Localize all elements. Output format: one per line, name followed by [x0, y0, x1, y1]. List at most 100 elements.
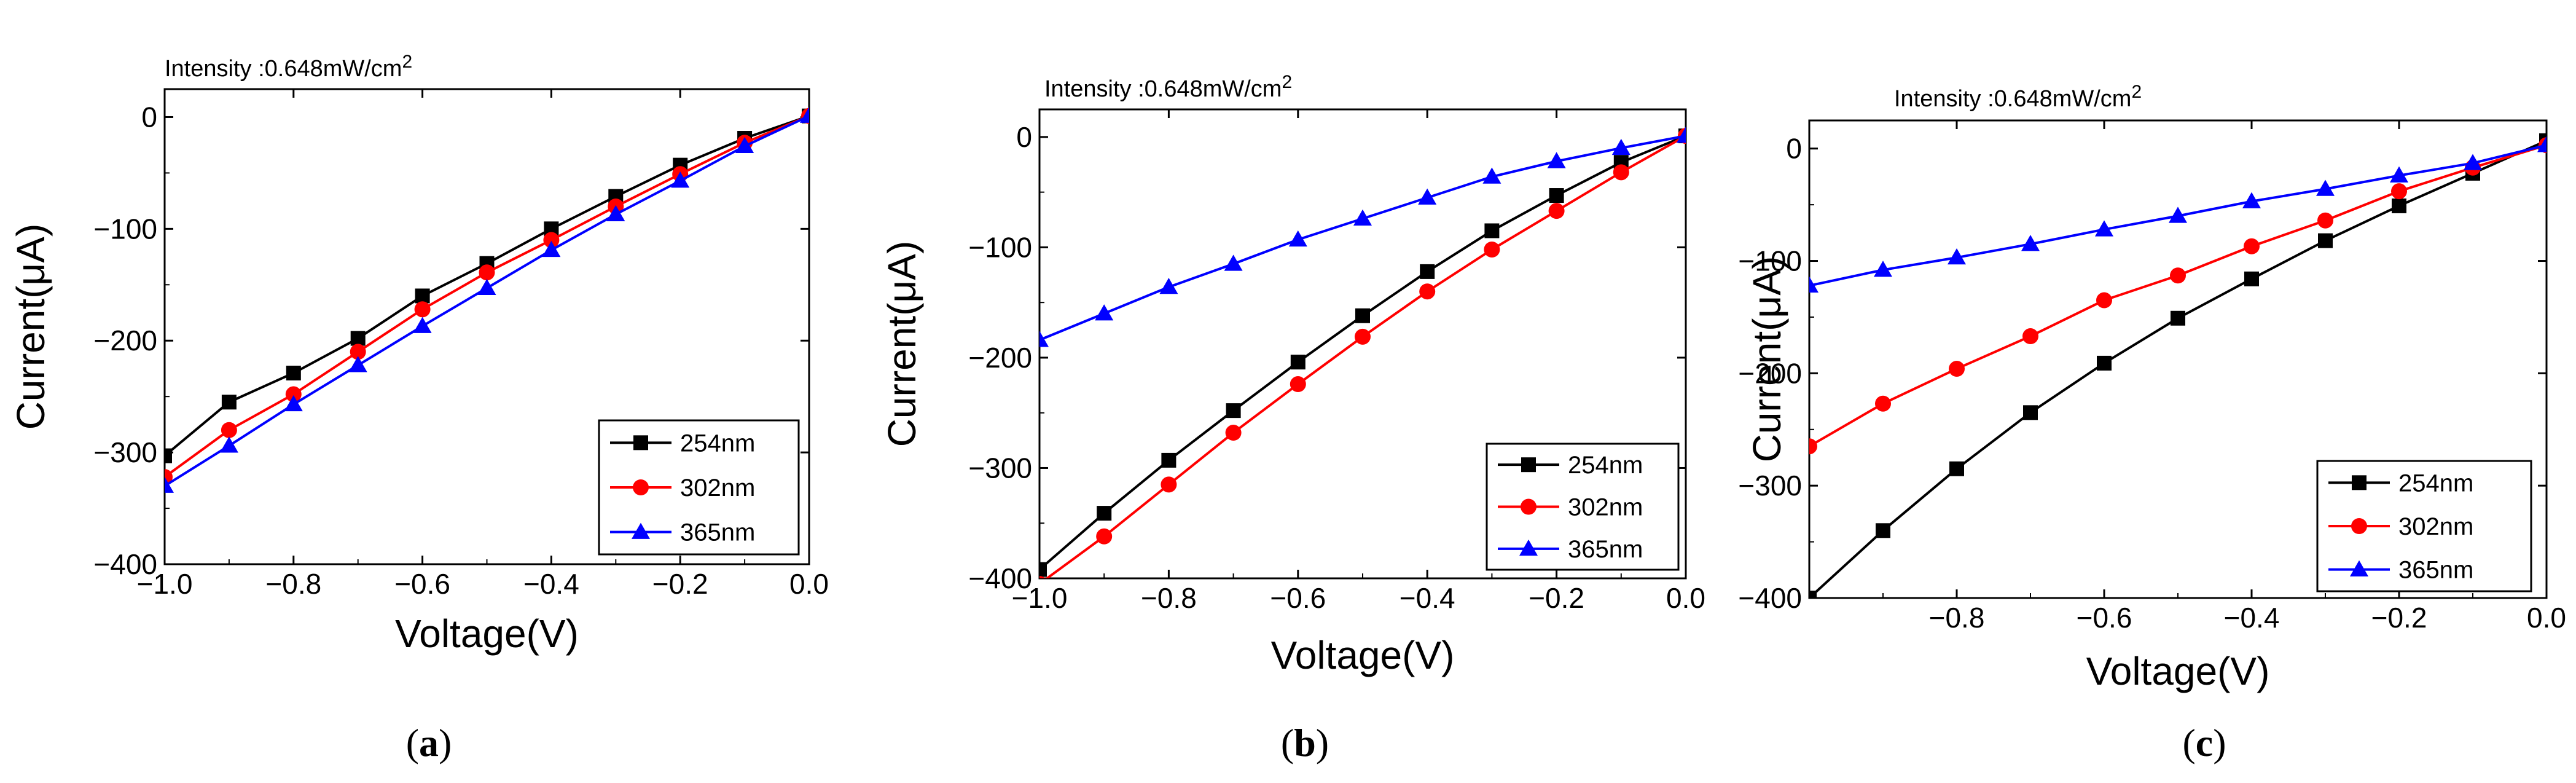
- data-point-365nm: [2537, 136, 2547, 152]
- data-point-302nm: [350, 344, 366, 360]
- data-point-302nm: [1355, 328, 1371, 345]
- y-axis-title: Current(μA): [9, 224, 53, 430]
- x-axis-title: Voltage(V): [1271, 633, 1455, 677]
- y-tick-label: −400: [93, 548, 157, 580]
- plot-area: [165, 106, 809, 493]
- x-tick-label: 0.0: [1666, 582, 1705, 614]
- chart-title-text: Intensity :0.648mW/cm: [1894, 86, 2131, 112]
- caption-letter: c: [2196, 721, 2213, 765]
- legend-marker-365nm: [632, 522, 650, 539]
- data-point-365nm: [477, 278, 496, 296]
- x-tick-label: −0.8: [1929, 602, 1985, 634]
- data-point-302nm: [1290, 376, 1306, 393]
- data-point-365nm: [606, 205, 625, 221]
- data-point-365nm: [1948, 248, 1966, 265]
- data-point-254nm: [415, 288, 430, 304]
- legend-marker-254nm: [1521, 457, 1536, 473]
- x-tick-label: −0.2: [652, 568, 708, 600]
- data-point-302nm: [1161, 476, 1177, 493]
- data-point-254nm: [1226, 403, 1241, 419]
- chart-panel-c: Intensity :0.648mW/cm2 −0.8 −0.6 −0.4 −0.2 0.…: [1738, 82, 2566, 765]
- data-point-302nm: [285, 386, 302, 403]
- data-point-254nm: [2171, 310, 2185, 326]
- data-point-365nm: [671, 171, 690, 188]
- data-point-365nm: [2021, 235, 2040, 251]
- data-point-302nm: [414, 301, 431, 318]
- data-point-365nm: [1482, 167, 1501, 184]
- legend-label-254nm: 254nm: [680, 430, 755, 457]
- chart-title: Intensity :0.648mW/cm2: [1044, 72, 1292, 102]
- y-tick-label: −300: [1738, 470, 1802, 502]
- x-tick-label: −0.8: [1141, 582, 1197, 614]
- chart-panel-b: Intensity :0.648mW/cm2 −1.0 −0.8 −0.6 −0.4 −0…: [880, 72, 1705, 765]
- chart-title: Intensity :0.648mW/cm2: [165, 52, 412, 82]
- data-point-254nm: [1039, 562, 1047, 577]
- data-point-302nm: [2170, 267, 2186, 284]
- y-tick-label: −300: [968, 452, 1032, 484]
- legend: 254nm 302nm 365nm: [2316, 460, 2532, 592]
- legend-marker-302nm: [1521, 498, 1537, 515]
- y-tick-label: 0: [1786, 133, 1802, 165]
- x-tick-label: −0.6: [394, 568, 450, 600]
- caption-letter: b: [1294, 721, 1316, 765]
- data-point-254nm: [1876, 523, 1890, 538]
- y-tick-label: −400: [1738, 582, 1802, 614]
- x-tick-label: −0.4: [2224, 602, 2280, 634]
- data-point-365nm: [1611, 138, 1631, 155]
- legend-marker-302nm: [633, 479, 649, 495]
- panel-caption: (c): [2182, 721, 2226, 765]
- data-point-365nm: [1353, 209, 1372, 226]
- legend-marker-254nm: [2352, 475, 2367, 490]
- data-point-365nm: [1095, 304, 1114, 321]
- data-point-365nm: [284, 395, 303, 412]
- data-point-302nm: [1039, 575, 1046, 578]
- legend-label-254nm: 254nm: [2398, 470, 2473, 497]
- y-tick-label: −200: [968, 342, 1032, 374]
- legend: 254nm 302nm 365nm: [1486, 443, 1680, 571]
- y-tick-label: −200: [1738, 357, 1802, 389]
- x-tick-label: −0.2: [2371, 602, 2427, 634]
- y-tick-label: −100: [93, 213, 157, 245]
- y-tick-label: 0: [1016, 121, 1032, 153]
- data-point-254nm: [2392, 198, 2406, 213]
- x-tick-label: −1.0: [137, 568, 193, 600]
- data-point-254nm: [1420, 264, 1435, 279]
- data-point-365nm: [1288, 230, 1307, 247]
- data-point-365nm: [2464, 154, 2482, 170]
- chart-title-superscript: 2: [402, 52, 412, 72]
- data-point-365nm: [542, 240, 561, 258]
- data-point-302nm: [2096, 292, 2112, 309]
- data-point-254nm: [1549, 188, 1564, 203]
- legend-marker-365nm: [1519, 539, 1538, 556]
- data-point-302nm: [2244, 238, 2260, 254]
- y-tick-label: −100: [968, 231, 1032, 263]
- data-point-302nm: [1096, 528, 1113, 545]
- legend-marker-254nm: [633, 435, 648, 451]
- y-tick-label: −400: [968, 562, 1032, 594]
- x-tick-label: −0.4: [1400, 582, 1455, 614]
- data-point-365nm: [1874, 261, 1892, 277]
- data-point-302nm: [2391, 183, 2407, 200]
- panel-caption: (a): [406, 721, 452, 765]
- legend-label-365nm: 365nm: [680, 519, 755, 546]
- x-tick-label: −0.6: [1270, 582, 1326, 614]
- x-axis-title: Voltage(V): [2086, 649, 2270, 693]
- y-tick-label: −200: [93, 325, 157, 356]
- chart-panel-a: Intensity :0.648mW/cm2 −1.0 −0.8 −0.6 −0.4 −0…: [9, 52, 829, 765]
- data-point-365nm: [1418, 188, 1437, 205]
- data-point-302nm: [1484, 242, 1500, 258]
- legend-marker-302nm: [2351, 518, 2367, 534]
- chart-title: Intensity :0.648mW/cm2: [1894, 82, 2142, 112]
- y-tick-label: 0: [141, 101, 157, 133]
- y-tick-label: −300: [93, 436, 157, 468]
- x-tick-label: −0.4: [523, 568, 579, 600]
- data-point-302nm: [2317, 212, 2333, 229]
- plot-area: [1809, 133, 2547, 598]
- caption-open-paren: (: [1281, 721, 1294, 765]
- data-point-254nm: [165, 448, 172, 463]
- data-point-254nm: [1290, 355, 1306, 370]
- data-point-302nm: [1875, 395, 1891, 412]
- legend-label-365nm: 365nm: [2398, 557, 2473, 584]
- x-tick-label: −0.8: [265, 568, 321, 600]
- data-point-302nm: [543, 232, 560, 248]
